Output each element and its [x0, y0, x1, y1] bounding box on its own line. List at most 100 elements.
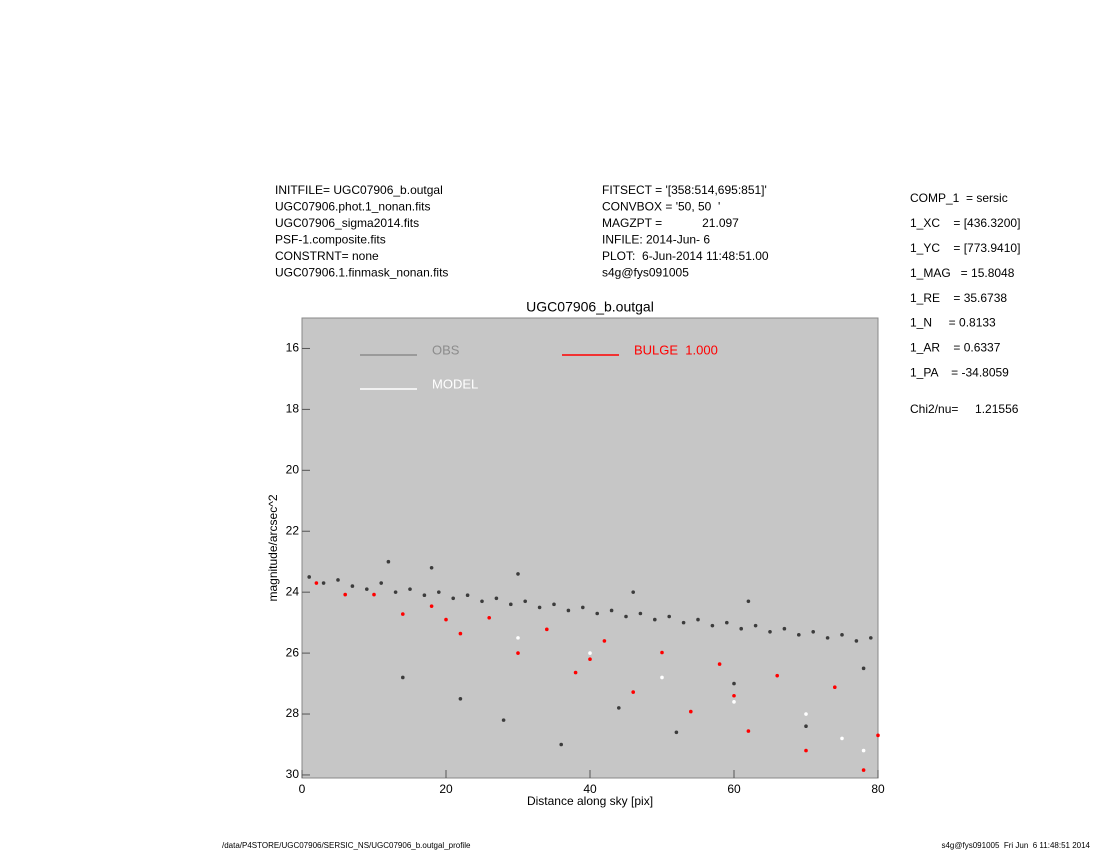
data-point: [833, 685, 837, 690]
data-point: [487, 615, 492, 620]
data-point: [595, 611, 599, 616]
data-point: [696, 617, 700, 622]
data-point: [372, 592, 376, 597]
data-point: [746, 729, 751, 733]
y-tick-label: 26: [286, 645, 300, 659]
data-point: [861, 748, 866, 753]
data-point: [379, 581, 384, 585]
data-point: [825, 636, 830, 640]
fit-parameter: 1_RE = 35.6738: [910, 291, 1007, 305]
data-point: [458, 696, 463, 701]
data-point: [444, 617, 448, 622]
data-point: [840, 736, 844, 741]
y-tick-label: 24: [286, 584, 300, 598]
data-point: [804, 748, 808, 753]
data-point: [732, 681, 736, 686]
x-tick-label: 80: [871, 782, 885, 796]
x-tick-label: 60: [727, 782, 741, 796]
data-point: [732, 700, 736, 704]
data-point: [566, 608, 571, 613]
fit-parameter: 1_AR = 0.6337: [910, 341, 1001, 355]
data-point: [393, 590, 398, 594]
data-point: [782, 626, 787, 631]
header-left-line: UGC07906_sigma2014.fits: [275, 216, 419, 230]
x-tick-label: 20: [439, 782, 453, 796]
x-tick-label: 40: [583, 782, 597, 796]
data-point: [588, 651, 592, 655]
data-point: [516, 636, 520, 640]
data-point: [516, 572, 520, 576]
data-point: [602, 639, 607, 643]
x-tick-label: 0: [299, 782, 306, 796]
y-tick-label: 28: [286, 706, 300, 720]
fit-parameter: 1_PA = -34.8059: [910, 365, 1009, 379]
x-axis-label: Distance along sky [pix]: [527, 794, 653, 808]
data-point: [552, 602, 556, 607]
legend-label: MODEL: [432, 376, 478, 391]
data-point: [516, 651, 520, 655]
data-point: [617, 706, 621, 710]
data-point: [861, 666, 866, 671]
data-point: [804, 724, 808, 729]
data-point: [523, 599, 527, 604]
data-point: [429, 604, 434, 608]
data-point: [689, 709, 693, 714]
fit-parameter: 1_XC = [436.3200]: [910, 216, 1020, 230]
data-point: [653, 617, 657, 622]
data-point: [681, 620, 686, 625]
data-point: [494, 596, 499, 601]
chart-title: UGC07906_b.outgal: [526, 299, 654, 315]
data-point: [768, 629, 772, 634]
data-point: [314, 581, 319, 585]
data-point: [386, 559, 391, 564]
data-point: [429, 566, 434, 570]
data-point: [501, 718, 506, 722]
footer-stamp: s4g@fys091005 Fri Jun 6 11:48:51 2014: [941, 841, 1090, 850]
data-point: [660, 650, 664, 655]
footer-path: /data/P4STORE/UGC07906/SERSIC_NS/UGC0790…: [222, 841, 471, 850]
data-point: [717, 662, 722, 666]
data-point: [609, 608, 614, 613]
data-point: [451, 596, 456, 601]
legend-label: BULGE 1.000: [634, 342, 718, 357]
y-tick-label: 22: [286, 523, 300, 537]
data-point: [401, 612, 405, 616]
data-point: [631, 590, 635, 594]
data-point: [660, 675, 664, 680]
data-point: [876, 733, 880, 738]
fit-parameter: 1_N = 0.8133: [910, 316, 996, 330]
header-left-line: UGC07906.phot.1_nonan.fits: [275, 200, 430, 214]
data-point: [321, 581, 326, 585]
data-point: [465, 593, 470, 598]
data-point: [732, 693, 736, 698]
y-tick-label: 30: [286, 767, 300, 781]
data-point: [775, 673, 779, 678]
data-point: [343, 592, 348, 597]
data-point: [480, 599, 484, 604]
data-point: [581, 605, 585, 610]
data-point: [624, 614, 628, 619]
data-point: [710, 623, 715, 628]
data-point: [437, 590, 441, 594]
legend-label: OBS: [432, 342, 460, 357]
y-tick-label: 16: [286, 341, 300, 355]
y-axis-label: magnitude/arcsec^2: [266, 494, 280, 601]
data-point: [753, 623, 758, 628]
fit-parameter: COMP_1 = sersic: [910, 191, 1008, 205]
data-point: [797, 633, 801, 637]
data-point: [545, 627, 549, 632]
header-middle-line: PLOT: 6-Jun-2014 11:48:51.00: [602, 249, 769, 263]
header-left-line: INITFILE= UGC07906_b.outgal: [275, 183, 443, 197]
data-point: [739, 626, 743, 631]
fit-parameter: 1_MAG = 15.8048: [910, 266, 1015, 280]
data-point: [811, 629, 815, 634]
header-left-line: UGC07906.1.finmask_nonan.fits: [275, 266, 448, 280]
header-middle-line: CONVBOX = '50, 50 ': [602, 200, 720, 214]
data-point: [869, 636, 873, 640]
data-point: [336, 578, 340, 582]
header-middle-line: FITSECT = '[358:514,695:851]': [602, 183, 767, 197]
data-point: [667, 614, 671, 619]
data-point: [638, 611, 643, 616]
data-point: [840, 633, 844, 637]
data-point: [350, 584, 355, 588]
